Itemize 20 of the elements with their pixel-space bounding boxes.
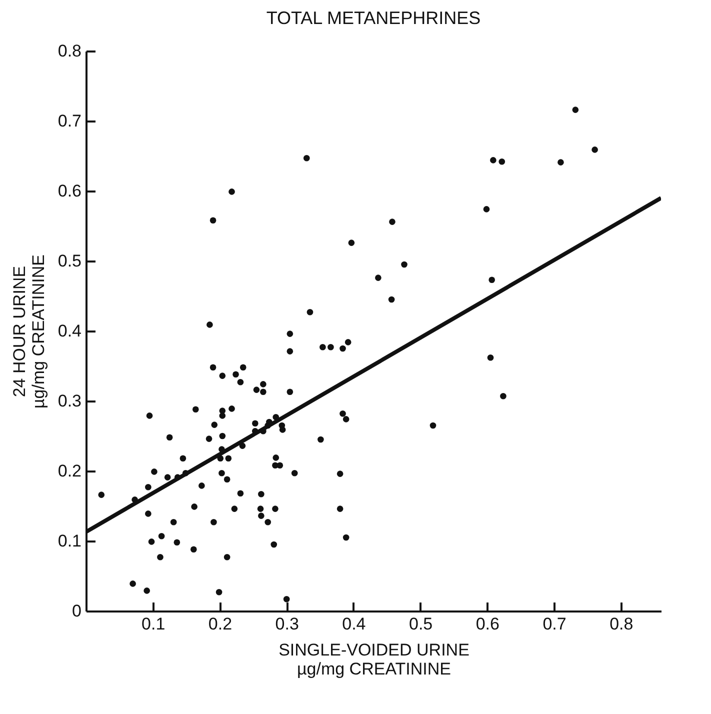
y-tick-label: 0.5 <box>58 252 82 270</box>
y-tick-label: 0.7 <box>58 112 82 130</box>
x-tick-label: 0.8 <box>610 614 634 634</box>
x-axis-title: SINGLE-VOIDED URINE µg/mg CREATININE <box>278 640 470 678</box>
y-tick-label: 0 <box>72 602 82 620</box>
chart-title: TOTAL METANEPHRINES <box>266 8 481 28</box>
x-tick-label: 0.3 <box>275 614 299 634</box>
y-tick-label: 0.1 <box>58 532 82 550</box>
x-tick-label: 0.7 <box>542 614 566 634</box>
x-tick-label: 0.1 <box>142 614 166 634</box>
x-tick-label: 0.5 <box>408 614 433 634</box>
y-axis-title: 24 HOUR URINE µg/mg CREATININE <box>10 254 48 409</box>
x-tick-label: 0.2 <box>208 614 232 634</box>
y-tick-label: 0.8 <box>58 42 82 60</box>
y-tick-label: 0.3 <box>58 392 82 410</box>
x-tick-label: 0.4 <box>342 614 366 634</box>
x-tick-label: 0.6 <box>476 614 500 634</box>
y-tick-label: 0.2 <box>58 462 82 480</box>
y-tick-label: 0.6 <box>58 182 82 200</box>
y-tick-label: 0.4 <box>58 322 82 340</box>
